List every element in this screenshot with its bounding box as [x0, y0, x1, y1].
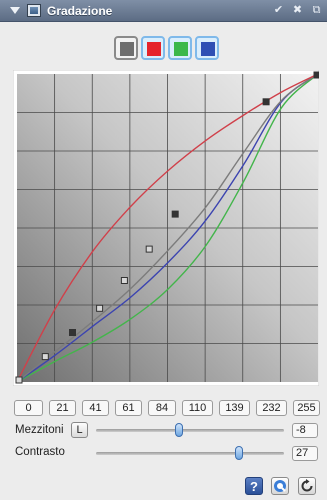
close-icon[interactable]: ✖	[292, 4, 303, 16]
midtones-slider-track[interactable]	[96, 429, 284, 432]
help-icon: ?	[250, 479, 258, 494]
contrast-slider-thumb[interactable]	[234, 446, 243, 460]
panel-title: Gradazione	[47, 4, 113, 18]
curve-control-point[interactable]	[171, 210, 179, 218]
curve-values-row: 0 21 41 61 84 110 139 232 255	[14, 400, 320, 416]
channel-gray-button[interactable]	[114, 36, 138, 60]
curve-control-point[interactable]	[262, 98, 270, 106]
contrast-slider-track[interactable]	[96, 452, 284, 455]
curve-control-point[interactable]	[41, 353, 49, 361]
collapse-arrow-icon[interactable]	[10, 7, 20, 14]
curve-graph[interactable]	[12, 69, 321, 387]
curve-control-point[interactable]	[313, 71, 321, 79]
gray-channel-swatch	[120, 42, 134, 56]
value-field[interactable]: 255	[293, 400, 320, 416]
midtones-value-field[interactable]: -8	[292, 423, 318, 438]
curve-control-point[interactable]	[15, 376, 23, 384]
channel-red-button[interactable]	[141, 36, 165, 60]
reset-button[interactable]	[298, 477, 316, 495]
red-channel-swatch	[147, 42, 161, 56]
gray-curve	[16, 73, 319, 383]
help-button[interactable]: ?	[245, 477, 263, 495]
luminance-lock-button[interactable]: L	[71, 422, 88, 438]
svg-text:?: ?	[250, 479, 258, 494]
curve-control-point[interactable]	[69, 329, 76, 336]
midtones-slider-thumb[interactable]	[174, 423, 183, 437]
curve-control-point[interactable]	[120, 277, 128, 284]
value-field[interactable]: 232	[256, 400, 287, 416]
value-field[interactable]: 110	[182, 400, 213, 416]
channel-blue-button[interactable]	[195, 36, 219, 60]
panel-titlebar: Gradazione ✔ ✖ ⧉	[0, 0, 327, 22]
contrast-label: Contrasto	[15, 446, 65, 458]
blue-curve	[16, 73, 319, 383]
curve-control-point[interactable]	[96, 304, 104, 312]
value-field[interactable]: 0	[14, 400, 43, 416]
contrast-value-field[interactable]: 27	[292, 446, 318, 461]
auto-icon	[274, 480, 286, 492]
value-field[interactable]: 61	[115, 400, 142, 416]
image-icon	[27, 4, 41, 17]
panel-options-icon[interactable]: ⧉	[312, 4, 321, 16]
value-field[interactable]: 139	[219, 400, 250, 416]
curve-control-point[interactable]	[145, 245, 153, 253]
value-field[interactable]: 41	[82, 400, 109, 416]
blue-channel-swatch	[201, 42, 215, 56]
value-field[interactable]: 21	[49, 400, 76, 416]
checkmark-icon[interactable]: ✔	[273, 4, 284, 16]
channel-green-button[interactable]	[168, 36, 192, 60]
midtones-label: Mezzitoni	[15, 424, 64, 436]
grid-lines	[17, 74, 318, 382]
control-points-layer[interactable]	[15, 71, 321, 384]
curve-editor[interactable]	[12, 69, 321, 387]
value-field[interactable]: 84	[148, 400, 176, 416]
reset-icon	[301, 479, 313, 492]
auto-button[interactable]	[271, 477, 289, 495]
green-channel-swatch	[174, 42, 188, 56]
green-curve	[16, 73, 319, 383]
